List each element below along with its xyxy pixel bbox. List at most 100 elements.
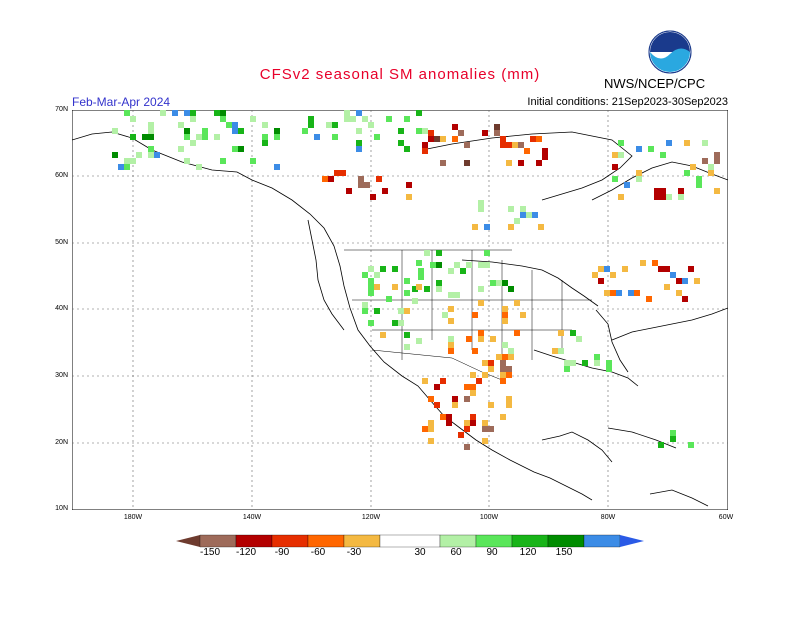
anomaly-cell bbox=[448, 336, 454, 342]
anomaly-cell bbox=[436, 250, 442, 256]
anomaly-cell bbox=[606, 366, 612, 372]
anomaly-cell bbox=[464, 426, 470, 432]
anomaly-cell bbox=[220, 158, 226, 164]
anomaly-cell bbox=[374, 308, 380, 314]
anomaly-cell bbox=[380, 266, 386, 272]
anomaly-cell bbox=[436, 262, 442, 268]
anomaly-cell bbox=[142, 134, 148, 140]
anomaly-cell bbox=[482, 426, 488, 432]
anomaly-cell bbox=[472, 224, 478, 230]
anomaly-cell bbox=[434, 384, 440, 390]
anomaly-cell bbox=[652, 260, 658, 266]
anomaly-cell bbox=[434, 136, 440, 142]
anomaly-cell bbox=[478, 206, 484, 212]
anomaly-cell bbox=[478, 300, 484, 306]
colorbar-swatch bbox=[439, 534, 477, 548]
anomaly-cell bbox=[660, 188, 666, 194]
anomaly-cell bbox=[148, 122, 154, 128]
anomaly-cell bbox=[500, 360, 506, 366]
anomaly-cell bbox=[112, 152, 118, 158]
anomaly-cell bbox=[356, 146, 362, 152]
anomaly-cell bbox=[676, 290, 682, 296]
anomaly-cell bbox=[416, 284, 422, 290]
anomaly-cell bbox=[386, 116, 392, 122]
anomaly-cell bbox=[386, 296, 392, 302]
anomaly-cell bbox=[616, 290, 622, 296]
anomaly-cell bbox=[500, 136, 506, 142]
anomaly-cell bbox=[708, 170, 714, 176]
anomaly-cell bbox=[502, 318, 508, 324]
coastlines bbox=[72, 131, 728, 507]
anomaly-cell bbox=[570, 360, 576, 366]
anomaly-cell bbox=[478, 200, 484, 206]
lon-label-120w: 120W bbox=[361, 514, 381, 521]
anomaly-map bbox=[72, 110, 728, 510]
anomaly-cell bbox=[634, 290, 640, 296]
anomaly-cell bbox=[398, 308, 404, 314]
anomaly-cell bbox=[302, 128, 308, 134]
anomaly-cell bbox=[232, 128, 238, 134]
anomaly-cell bbox=[368, 278, 374, 284]
anomaly-cell bbox=[326, 122, 332, 128]
anomaly-cell bbox=[508, 354, 514, 360]
lon-label-80w: 80W bbox=[600, 514, 616, 521]
anomaly-cell bbox=[374, 272, 380, 278]
lon-label-140w: 140W bbox=[242, 514, 262, 521]
anomaly-cell bbox=[308, 116, 314, 122]
anomaly-cell bbox=[398, 320, 404, 326]
colorbar-swatch bbox=[379, 534, 441, 548]
anomaly-cell bbox=[654, 188, 660, 194]
anomaly-cell bbox=[418, 268, 424, 274]
anomaly-cell bbox=[416, 110, 422, 116]
anomaly-cell bbox=[392, 266, 398, 272]
anomaly-cell bbox=[670, 430, 676, 436]
anomaly-cell bbox=[412, 298, 418, 304]
anomaly-cell bbox=[538, 224, 544, 230]
anomaly-cell bbox=[508, 286, 514, 292]
anomaly-cell bbox=[496, 354, 502, 360]
anomaly-cell bbox=[660, 152, 666, 158]
anomaly-cell bbox=[472, 312, 478, 318]
anomaly-cell bbox=[502, 312, 508, 318]
colorbar-label-6: 30 bbox=[414, 547, 426, 558]
anomaly-cell bbox=[274, 134, 280, 140]
anomaly-cell bbox=[428, 438, 434, 444]
organization-label: NWS/NCEP/CPC bbox=[604, 76, 706, 91]
anomaly-cell bbox=[678, 188, 684, 194]
anomaly-cell bbox=[362, 308, 368, 314]
anomaly-cell bbox=[196, 134, 202, 140]
anomaly-cell bbox=[392, 284, 398, 290]
anomaly-cell bbox=[502, 354, 508, 360]
anomaly-cell bbox=[594, 360, 600, 366]
anomaly-cell bbox=[464, 160, 470, 166]
anomaly-cell bbox=[482, 360, 488, 366]
anomaly-cell bbox=[658, 266, 664, 272]
anomaly-cell bbox=[356, 128, 362, 134]
anomaly-cell bbox=[262, 140, 268, 146]
anomaly-cell bbox=[416, 128, 422, 134]
anomaly-cell bbox=[688, 442, 694, 448]
anomaly-cell bbox=[406, 182, 412, 188]
colorbar-label-9: 120 bbox=[519, 547, 537, 558]
anomaly-cell bbox=[118, 164, 124, 170]
colorbar-swatch bbox=[307, 534, 345, 548]
anomaly-cell bbox=[636, 146, 642, 152]
anomaly-cell bbox=[350, 116, 356, 122]
anomaly-cell bbox=[636, 170, 642, 176]
anomaly-cell bbox=[368, 320, 374, 326]
anomaly-cell bbox=[500, 366, 506, 372]
anomaly-cell bbox=[412, 286, 418, 292]
anomaly-cell bbox=[714, 158, 720, 164]
anomaly-cell bbox=[524, 148, 530, 154]
anomaly-cell bbox=[404, 332, 410, 338]
colorbar-arrow-left bbox=[176, 535, 200, 547]
anomaly-cell bbox=[332, 122, 338, 128]
anomaly-cell bbox=[484, 262, 490, 268]
anomaly-cell bbox=[666, 194, 672, 200]
lat-label-20n: 20N bbox=[55, 439, 68, 446]
colorbar-swatch bbox=[475, 534, 513, 548]
anomaly-cell bbox=[446, 414, 452, 420]
anomaly-cell bbox=[536, 160, 542, 166]
anomaly-cell bbox=[508, 206, 514, 212]
anomaly-cell bbox=[696, 182, 702, 188]
